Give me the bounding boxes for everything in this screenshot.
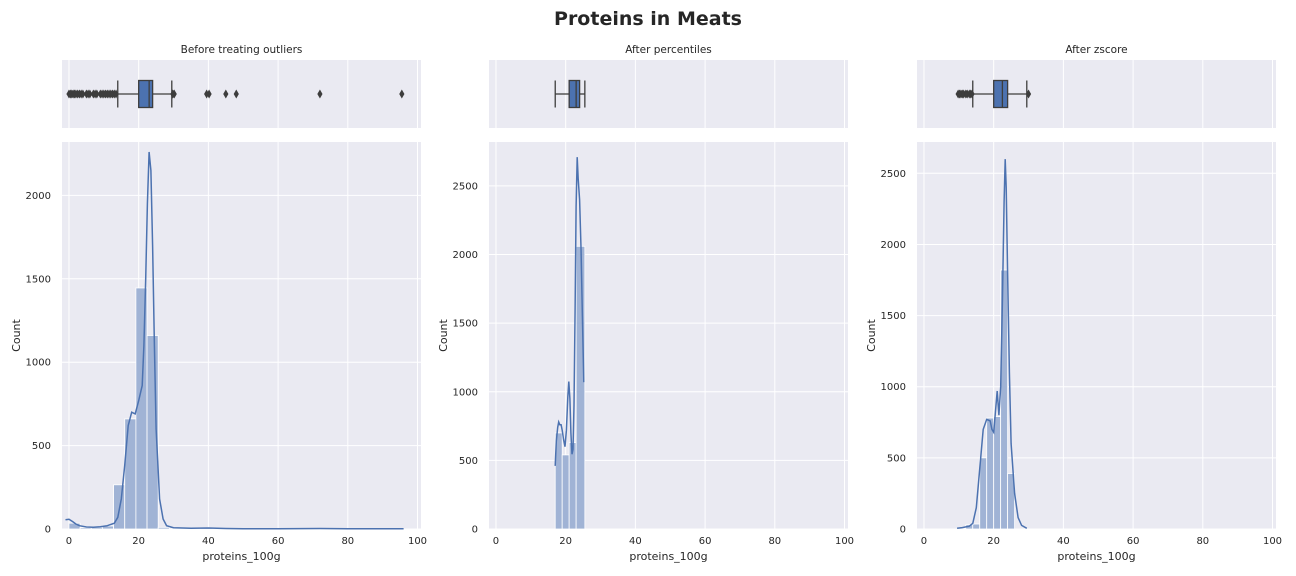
- y-tick-label: 1500: [881, 311, 906, 322]
- x-tick-label: 100: [835, 536, 854, 547]
- histogram-bar: [993, 416, 1002, 530]
- y-axis-label: Count: [437, 318, 450, 351]
- x-tick-label: 40: [629, 536, 642, 547]
- y-tick-label: 0: [472, 525, 478, 536]
- histogram-bar: [986, 417, 995, 530]
- y-tick-label: 0: [900, 525, 906, 536]
- boxplot-outlier: [206, 89, 212, 99]
- boxplot-box: [568, 79, 581, 109]
- histogram-bar: [1000, 269, 1009, 530]
- histogram-bar: [135, 287, 148, 530]
- x-axis-label: proteins_100g: [202, 550, 280, 563]
- y-tick-label: 1000: [881, 382, 906, 393]
- boxplot-box: [138, 79, 154, 109]
- x-tick-label: 0: [66, 536, 72, 547]
- x-tick-label: 80: [1196, 536, 1209, 547]
- x-axis-label: proteins_100g: [629, 550, 707, 563]
- kde-line: [554, 157, 585, 466]
- x-tick-label: 60: [1127, 536, 1140, 547]
- x-axis-label: proteins_100g: [1057, 550, 1135, 563]
- y-tick-label: 2000: [26, 191, 51, 202]
- boxplot-outlier: [233, 89, 239, 99]
- x-tick-label: 80: [341, 536, 354, 547]
- y-tick-label: 2000: [881, 240, 906, 251]
- boxplot-background: [489, 60, 848, 128]
- histogram-bar: [146, 335, 159, 530]
- y-tick-label: 1500: [26, 274, 51, 285]
- x-tick-label: 20: [559, 536, 572, 547]
- subplot-title: After zscore: [1065, 44, 1127, 56]
- subplot-title: After percentiles: [625, 44, 712, 56]
- histogram-bar: [575, 245, 586, 530]
- x-tick-label: 40: [202, 536, 215, 547]
- x-tick-label: 20: [987, 536, 1000, 547]
- y-tick-label: 2500: [453, 181, 478, 192]
- boxplot-outlier: [969, 89, 975, 99]
- histogram-bar: [68, 522, 81, 530]
- y-tick-label: 1000: [453, 387, 478, 398]
- x-tick-label: 0: [921, 536, 927, 547]
- y-tick-label: 1000: [26, 358, 51, 369]
- boxplot-outlier: [94, 89, 100, 99]
- histogram-bar: [157, 526, 170, 530]
- x-tick-label: 0: [493, 536, 499, 547]
- x-tick-label: 20: [132, 536, 145, 547]
- kde-line: [956, 159, 1028, 530]
- histogram-bar: [124, 418, 137, 530]
- y-axis-label: Count: [10, 318, 23, 351]
- y-tick-label: 500: [32, 441, 51, 452]
- x-tick-label: 100: [1263, 536, 1282, 547]
- histogram-bar: [1007, 473, 1015, 530]
- subplot-title: Before treating outliers: [181, 44, 303, 56]
- x-tick-label: 60: [699, 536, 712, 547]
- y-tick-label: 500: [459, 456, 478, 467]
- boxplot-outlier: [399, 89, 405, 99]
- boxplot-outlier: [317, 89, 323, 99]
- histogram-background: [62, 142, 421, 529]
- boxplot-box: [993, 79, 1009, 109]
- x-tick-label: 80: [768, 536, 781, 547]
- y-tick-label: 2500: [881, 169, 906, 180]
- histogram-bar: [561, 454, 570, 530]
- boxplot-outlier: [1025, 89, 1032, 99]
- boxplot-outlier: [80, 89, 86, 99]
- y-tick-label: 1500: [453, 319, 478, 330]
- boxplot-outlier: [87, 89, 93, 99]
- boxplot-outlier: [223, 89, 229, 99]
- histogram-background: [489, 142, 848, 529]
- y-tick-label: 500: [887, 453, 906, 464]
- histogram-bar: [568, 442, 577, 530]
- x-tick-label: 40: [1057, 536, 1070, 547]
- histogram-bar: [972, 523, 981, 530]
- boxplot-outlier: [113, 89, 119, 99]
- x-tick-label: 60: [272, 536, 285, 547]
- histogram-background: [917, 142, 1276, 529]
- figure-title: Proteins in Meats: [554, 8, 742, 30]
- histogram-bar: [979, 457, 988, 530]
- kde-line: [65, 151, 404, 530]
- x-tick-label: 100: [408, 536, 427, 547]
- y-axis-label: Count: [865, 318, 878, 351]
- y-tick-label: 0: [45, 525, 51, 536]
- y-tick-label: 2000: [453, 250, 478, 261]
- boxplot-outlier: [171, 89, 177, 99]
